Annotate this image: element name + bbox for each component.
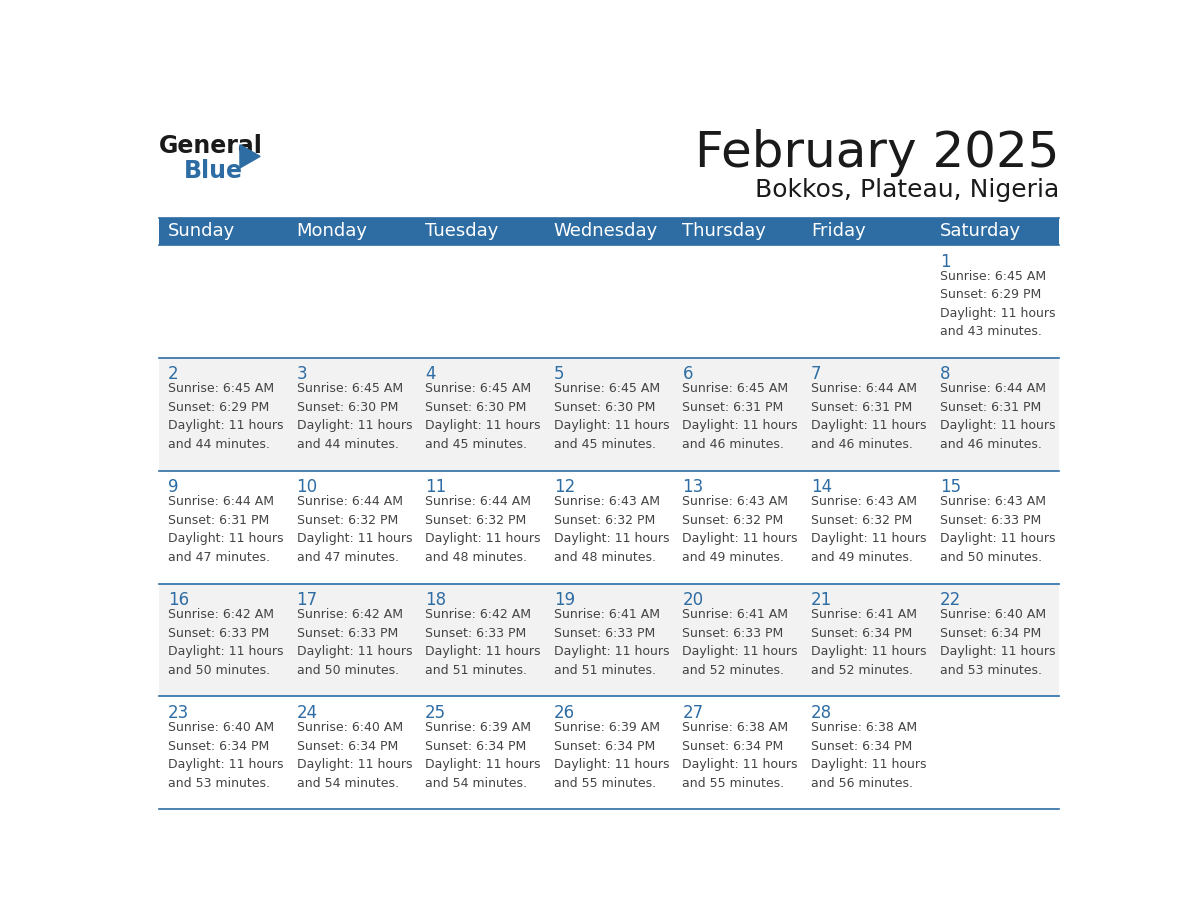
Text: General: General <box>158 134 263 158</box>
Text: 25: 25 <box>425 704 447 722</box>
Text: Sunrise: 6:44 AM
Sunset: 6:31 PM
Daylight: 11 hours
and 46 minutes.: Sunrise: 6:44 AM Sunset: 6:31 PM Dayligh… <box>811 383 927 451</box>
Text: 24: 24 <box>297 704 317 722</box>
Text: Sunrise: 6:38 AM
Sunset: 6:34 PM
Daylight: 11 hours
and 56 minutes.: Sunrise: 6:38 AM Sunset: 6:34 PM Dayligh… <box>811 721 927 789</box>
Text: 9: 9 <box>168 478 178 497</box>
Text: 15: 15 <box>940 478 961 497</box>
Text: Sunrise: 6:44 AM
Sunset: 6:32 PM
Daylight: 11 hours
and 48 minutes.: Sunrise: 6:44 AM Sunset: 6:32 PM Dayligh… <box>425 496 541 564</box>
FancyBboxPatch shape <box>158 218 1060 245</box>
Text: Sunrise: 6:38 AM
Sunset: 6:34 PM
Daylight: 11 hours
and 55 minutes.: Sunrise: 6:38 AM Sunset: 6:34 PM Dayligh… <box>682 721 798 789</box>
Text: Wednesday: Wednesday <box>554 222 658 241</box>
Text: Sunrise: 6:40 AM
Sunset: 6:34 PM
Daylight: 11 hours
and 53 minutes.: Sunrise: 6:40 AM Sunset: 6:34 PM Dayligh… <box>168 721 284 789</box>
FancyBboxPatch shape <box>158 245 1060 358</box>
Text: Friday: Friday <box>811 222 866 241</box>
Text: 6: 6 <box>682 365 693 384</box>
Text: 2: 2 <box>168 365 178 384</box>
FancyBboxPatch shape <box>158 584 1060 697</box>
Text: 19: 19 <box>554 591 575 610</box>
Text: Blue: Blue <box>183 160 242 184</box>
Text: Sunrise: 6:43 AM
Sunset: 6:32 PM
Daylight: 11 hours
and 49 minutes.: Sunrise: 6:43 AM Sunset: 6:32 PM Dayligh… <box>682 496 798 564</box>
FancyBboxPatch shape <box>158 358 1060 471</box>
FancyBboxPatch shape <box>158 471 1060 584</box>
Text: 1: 1 <box>940 252 950 271</box>
Text: 13: 13 <box>682 478 703 497</box>
Text: 28: 28 <box>811 704 833 722</box>
Text: Sunrise: 6:43 AM
Sunset: 6:32 PM
Daylight: 11 hours
and 49 minutes.: Sunrise: 6:43 AM Sunset: 6:32 PM Dayligh… <box>811 496 927 564</box>
Text: Sunrise: 6:39 AM
Sunset: 6:34 PM
Daylight: 11 hours
and 55 minutes.: Sunrise: 6:39 AM Sunset: 6:34 PM Dayligh… <box>554 721 669 789</box>
Text: Sunrise: 6:44 AM
Sunset: 6:31 PM
Daylight: 11 hours
and 46 minutes.: Sunrise: 6:44 AM Sunset: 6:31 PM Dayligh… <box>940 383 1055 451</box>
Text: Monday: Monday <box>297 222 367 241</box>
Text: 18: 18 <box>425 591 447 610</box>
Text: 14: 14 <box>811 478 833 497</box>
Text: Sunrise: 6:42 AM
Sunset: 6:33 PM
Daylight: 11 hours
and 50 minutes.: Sunrise: 6:42 AM Sunset: 6:33 PM Dayligh… <box>297 609 412 677</box>
Text: 27: 27 <box>682 704 703 722</box>
Text: Sunrise: 6:40 AM
Sunset: 6:34 PM
Daylight: 11 hours
and 54 minutes.: Sunrise: 6:40 AM Sunset: 6:34 PM Dayligh… <box>297 721 412 789</box>
Polygon shape <box>240 145 260 168</box>
Text: Sunrise: 6:43 AM
Sunset: 6:33 PM
Daylight: 11 hours
and 50 minutes.: Sunrise: 6:43 AM Sunset: 6:33 PM Dayligh… <box>940 496 1055 564</box>
Text: 20: 20 <box>682 591 703 610</box>
Text: 10: 10 <box>297 478 317 497</box>
Text: Tuesday: Tuesday <box>425 222 499 241</box>
Text: 21: 21 <box>811 591 833 610</box>
Text: Sunrise: 6:45 AM
Sunset: 6:30 PM
Daylight: 11 hours
and 44 minutes.: Sunrise: 6:45 AM Sunset: 6:30 PM Dayligh… <box>297 383 412 451</box>
Text: 8: 8 <box>940 365 950 384</box>
Text: 7: 7 <box>811 365 822 384</box>
Text: Sunrise: 6:41 AM
Sunset: 6:34 PM
Daylight: 11 hours
and 52 minutes.: Sunrise: 6:41 AM Sunset: 6:34 PM Dayligh… <box>811 609 927 677</box>
Text: 16: 16 <box>168 591 189 610</box>
Text: February 2025: February 2025 <box>695 129 1060 177</box>
Text: Sunrise: 6:42 AM
Sunset: 6:33 PM
Daylight: 11 hours
and 51 minutes.: Sunrise: 6:42 AM Sunset: 6:33 PM Dayligh… <box>425 609 541 677</box>
Text: Bokkos, Plateau, Nigeria: Bokkos, Plateau, Nigeria <box>754 178 1060 202</box>
Text: Sunrise: 6:41 AM
Sunset: 6:33 PM
Daylight: 11 hours
and 52 minutes.: Sunrise: 6:41 AM Sunset: 6:33 PM Dayligh… <box>682 609 798 677</box>
Text: Sunrise: 6:41 AM
Sunset: 6:33 PM
Daylight: 11 hours
and 51 minutes.: Sunrise: 6:41 AM Sunset: 6:33 PM Dayligh… <box>554 609 669 677</box>
Text: Sunrise: 6:44 AM
Sunset: 6:32 PM
Daylight: 11 hours
and 47 minutes.: Sunrise: 6:44 AM Sunset: 6:32 PM Dayligh… <box>297 496 412 564</box>
Text: 4: 4 <box>425 365 436 384</box>
Text: Sunrise: 6:39 AM
Sunset: 6:34 PM
Daylight: 11 hours
and 54 minutes.: Sunrise: 6:39 AM Sunset: 6:34 PM Dayligh… <box>425 721 541 789</box>
Text: 22: 22 <box>940 591 961 610</box>
Text: Sunrise: 6:45 AM
Sunset: 6:30 PM
Daylight: 11 hours
and 45 minutes.: Sunrise: 6:45 AM Sunset: 6:30 PM Dayligh… <box>554 383 669 451</box>
Text: 11: 11 <box>425 478 447 497</box>
Text: Sunrise: 6:45 AM
Sunset: 6:31 PM
Daylight: 11 hours
and 46 minutes.: Sunrise: 6:45 AM Sunset: 6:31 PM Dayligh… <box>682 383 798 451</box>
Text: 12: 12 <box>554 478 575 497</box>
Text: 17: 17 <box>297 591 317 610</box>
Text: Thursday: Thursday <box>682 222 766 241</box>
Text: Sunrise: 6:42 AM
Sunset: 6:33 PM
Daylight: 11 hours
and 50 minutes.: Sunrise: 6:42 AM Sunset: 6:33 PM Dayligh… <box>168 609 284 677</box>
Text: Sunrise: 6:45 AM
Sunset: 6:29 PM
Daylight: 11 hours
and 44 minutes.: Sunrise: 6:45 AM Sunset: 6:29 PM Dayligh… <box>168 383 284 451</box>
Text: 5: 5 <box>554 365 564 384</box>
FancyBboxPatch shape <box>158 697 1060 810</box>
Text: Sunrise: 6:44 AM
Sunset: 6:31 PM
Daylight: 11 hours
and 47 minutes.: Sunrise: 6:44 AM Sunset: 6:31 PM Dayligh… <box>168 496 284 564</box>
Text: Sunrise: 6:43 AM
Sunset: 6:32 PM
Daylight: 11 hours
and 48 minutes.: Sunrise: 6:43 AM Sunset: 6:32 PM Dayligh… <box>554 496 669 564</box>
Text: Sunday: Sunday <box>168 222 235 241</box>
Text: Saturday: Saturday <box>940 222 1020 241</box>
Text: 26: 26 <box>554 704 575 722</box>
Text: 23: 23 <box>168 704 189 722</box>
Text: Sunrise: 6:40 AM
Sunset: 6:34 PM
Daylight: 11 hours
and 53 minutes.: Sunrise: 6:40 AM Sunset: 6:34 PM Dayligh… <box>940 609 1055 677</box>
Text: Sunrise: 6:45 AM
Sunset: 6:30 PM
Daylight: 11 hours
and 45 minutes.: Sunrise: 6:45 AM Sunset: 6:30 PM Dayligh… <box>425 383 541 451</box>
Text: 3: 3 <box>297 365 308 384</box>
Text: Sunrise: 6:45 AM
Sunset: 6:29 PM
Daylight: 11 hours
and 43 minutes.: Sunrise: 6:45 AM Sunset: 6:29 PM Dayligh… <box>940 270 1055 338</box>
